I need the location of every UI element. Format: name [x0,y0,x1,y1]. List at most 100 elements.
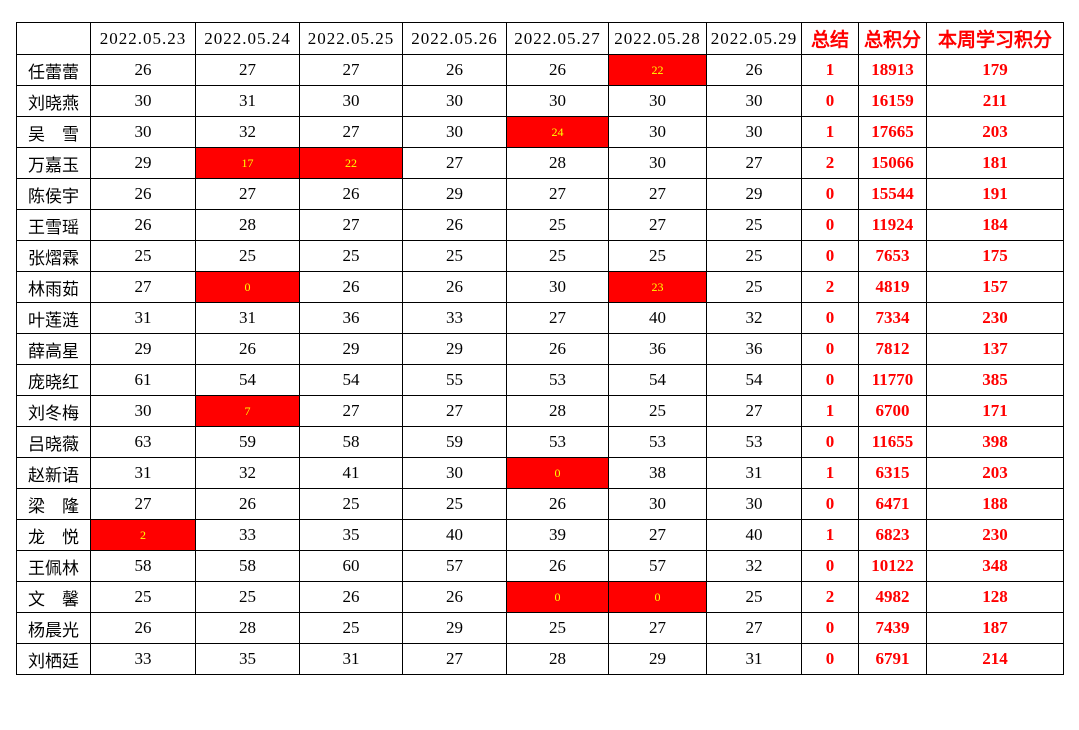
student-name: 吕晓薇 [16,426,91,458]
table-row: 杨晨光 26 28 25 29 25 27 27 0 7439 187 [16,612,1064,644]
score-cell: 29 [90,333,196,365]
score-cell: 59 [402,426,507,458]
date-header-3: 2022.05.25 [299,22,403,55]
week-points: 188 [926,488,1064,520]
score-cell: 27 [195,54,300,86]
score-cell: 53 [706,426,802,458]
week-points: 398 [926,426,1064,458]
week-points-header: 本周学习积分 [926,22,1064,55]
student-name: 龙 悦 [16,519,91,551]
week-points: 230 [926,519,1064,551]
score-cell: 25 [195,581,300,613]
score-cell: 25 [195,240,300,272]
summary-header: 总结 [801,22,859,55]
score-cell: 33 [195,519,300,551]
score-cell: 30 [506,85,609,117]
week-points: 179 [926,54,1064,86]
table-row: 王雪瑶 26 28 27 26 25 27 25 0 11924 184 [16,209,1064,241]
summary-count: 0 [801,488,859,520]
score-cell: 31 [195,302,300,334]
score-cell: 30 [402,85,507,117]
summary-count: 1 [801,457,859,489]
score-cell: 25 [299,240,403,272]
student-name: 刘晓燕 [16,85,91,117]
summary-count: 0 [801,612,859,644]
score-cell: 25 [608,395,707,427]
date-header-5: 2022.05.27 [506,22,609,55]
student-name: 刘冬梅 [16,395,91,427]
score-cell: 27 [299,116,403,148]
week-points: 184 [926,209,1064,241]
week-points: 128 [926,581,1064,613]
score-cell-highlighted: 22 [299,147,403,179]
score-cell: 26 [90,612,196,644]
header-row: 2022.05.23 2022.05.24 2022.05.25 2022.05… [16,22,1064,55]
score-cell-highlighted: 23 [608,271,707,303]
score-cell: 26 [506,54,609,86]
score-cell: 27 [506,178,609,210]
score-cell: 30 [706,116,802,148]
score-cell: 25 [299,488,403,520]
score-cell: 26 [506,333,609,365]
table-row: 林雨茹 27 0 26 26 30 23 25 2 4819 157 [16,271,1064,303]
student-name: 林雨茹 [16,271,91,303]
score-cell: 27 [506,302,609,334]
summary-count: 0 [801,426,859,458]
score-cell: 31 [706,457,802,489]
score-cell-highlighted: 0 [506,581,609,613]
score-cell: 25 [706,209,802,241]
total-points: 15066 [858,147,927,179]
score-cell: 26 [506,550,609,582]
table-body: 任蕾蕾 26 27 27 26 26 22 26 1 18913 179 刘晓燕 30 31 30 30 30 3… [16,54,1064,675]
score-cell: 30 [506,271,609,303]
table-row: 叶莲涟 31 31 36 33 27 40 32 0 7334 230 [16,302,1064,334]
score-cell: 26 [402,54,507,86]
student-name: 陈侯宇 [16,178,91,210]
week-points: 181 [926,147,1064,179]
score-cell: 25 [608,240,707,272]
score-cell: 25 [706,240,802,272]
score-cell: 32 [195,457,300,489]
score-cell: 27 [195,178,300,210]
score-cell: 25 [506,209,609,241]
score-cell: 32 [706,302,802,334]
student-name: 文 馨 [16,581,91,613]
score-cell: 35 [195,643,300,675]
score-cell: 53 [608,426,707,458]
total-points: 11924 [858,209,927,241]
student-name: 杨晨光 [16,612,91,644]
total-points: 6791 [858,643,927,675]
table-row: 赵新语 31 32 41 30 0 38 31 1 6315 203 [16,457,1064,489]
table-row: 庞晓红 61 54 54 55 53 54 54 0 11770 385 [16,364,1064,396]
score-cell: 30 [608,147,707,179]
score-cell: 26 [402,271,507,303]
score-cell-highlighted: 24 [506,116,609,148]
score-cell: 29 [402,333,507,365]
score-cell: 30 [706,85,802,117]
score-cell: 60 [299,550,403,582]
score-cell: 28 [195,612,300,644]
table-row: 薛高星 29 26 29 29 26 36 36 0 7812 137 [16,333,1064,365]
table-row: 万嘉玉 29 17 22 27 28 30 27 2 15066 181 [16,147,1064,179]
score-cell: 33 [402,302,507,334]
table-row: 梁 隆 27 26 25 25 26 30 30 0 6471 188 [16,488,1064,520]
student-name: 任蕾蕾 [16,54,91,86]
table-row: 刘冬梅 30 7 27 27 28 25 27 1 6700 171 [16,395,1064,427]
score-cell: 26 [402,581,507,613]
summary-count: 0 [801,550,859,582]
score-cell: 30 [402,457,507,489]
student-name: 庞晓红 [16,364,91,396]
score-cell: 28 [506,395,609,427]
score-cell: 25 [402,488,507,520]
score-cell: 59 [195,426,300,458]
total-points: 6315 [858,457,927,489]
summary-count: 0 [801,209,859,241]
score-cell: 30 [608,488,707,520]
total-points: 11770 [858,364,927,396]
student-name: 王佩林 [16,550,91,582]
score-cell: 27 [706,147,802,179]
summary-count: 0 [801,364,859,396]
score-cell: 27 [299,54,403,86]
summary-count: 1 [801,54,859,86]
score-cell: 54 [608,364,707,396]
